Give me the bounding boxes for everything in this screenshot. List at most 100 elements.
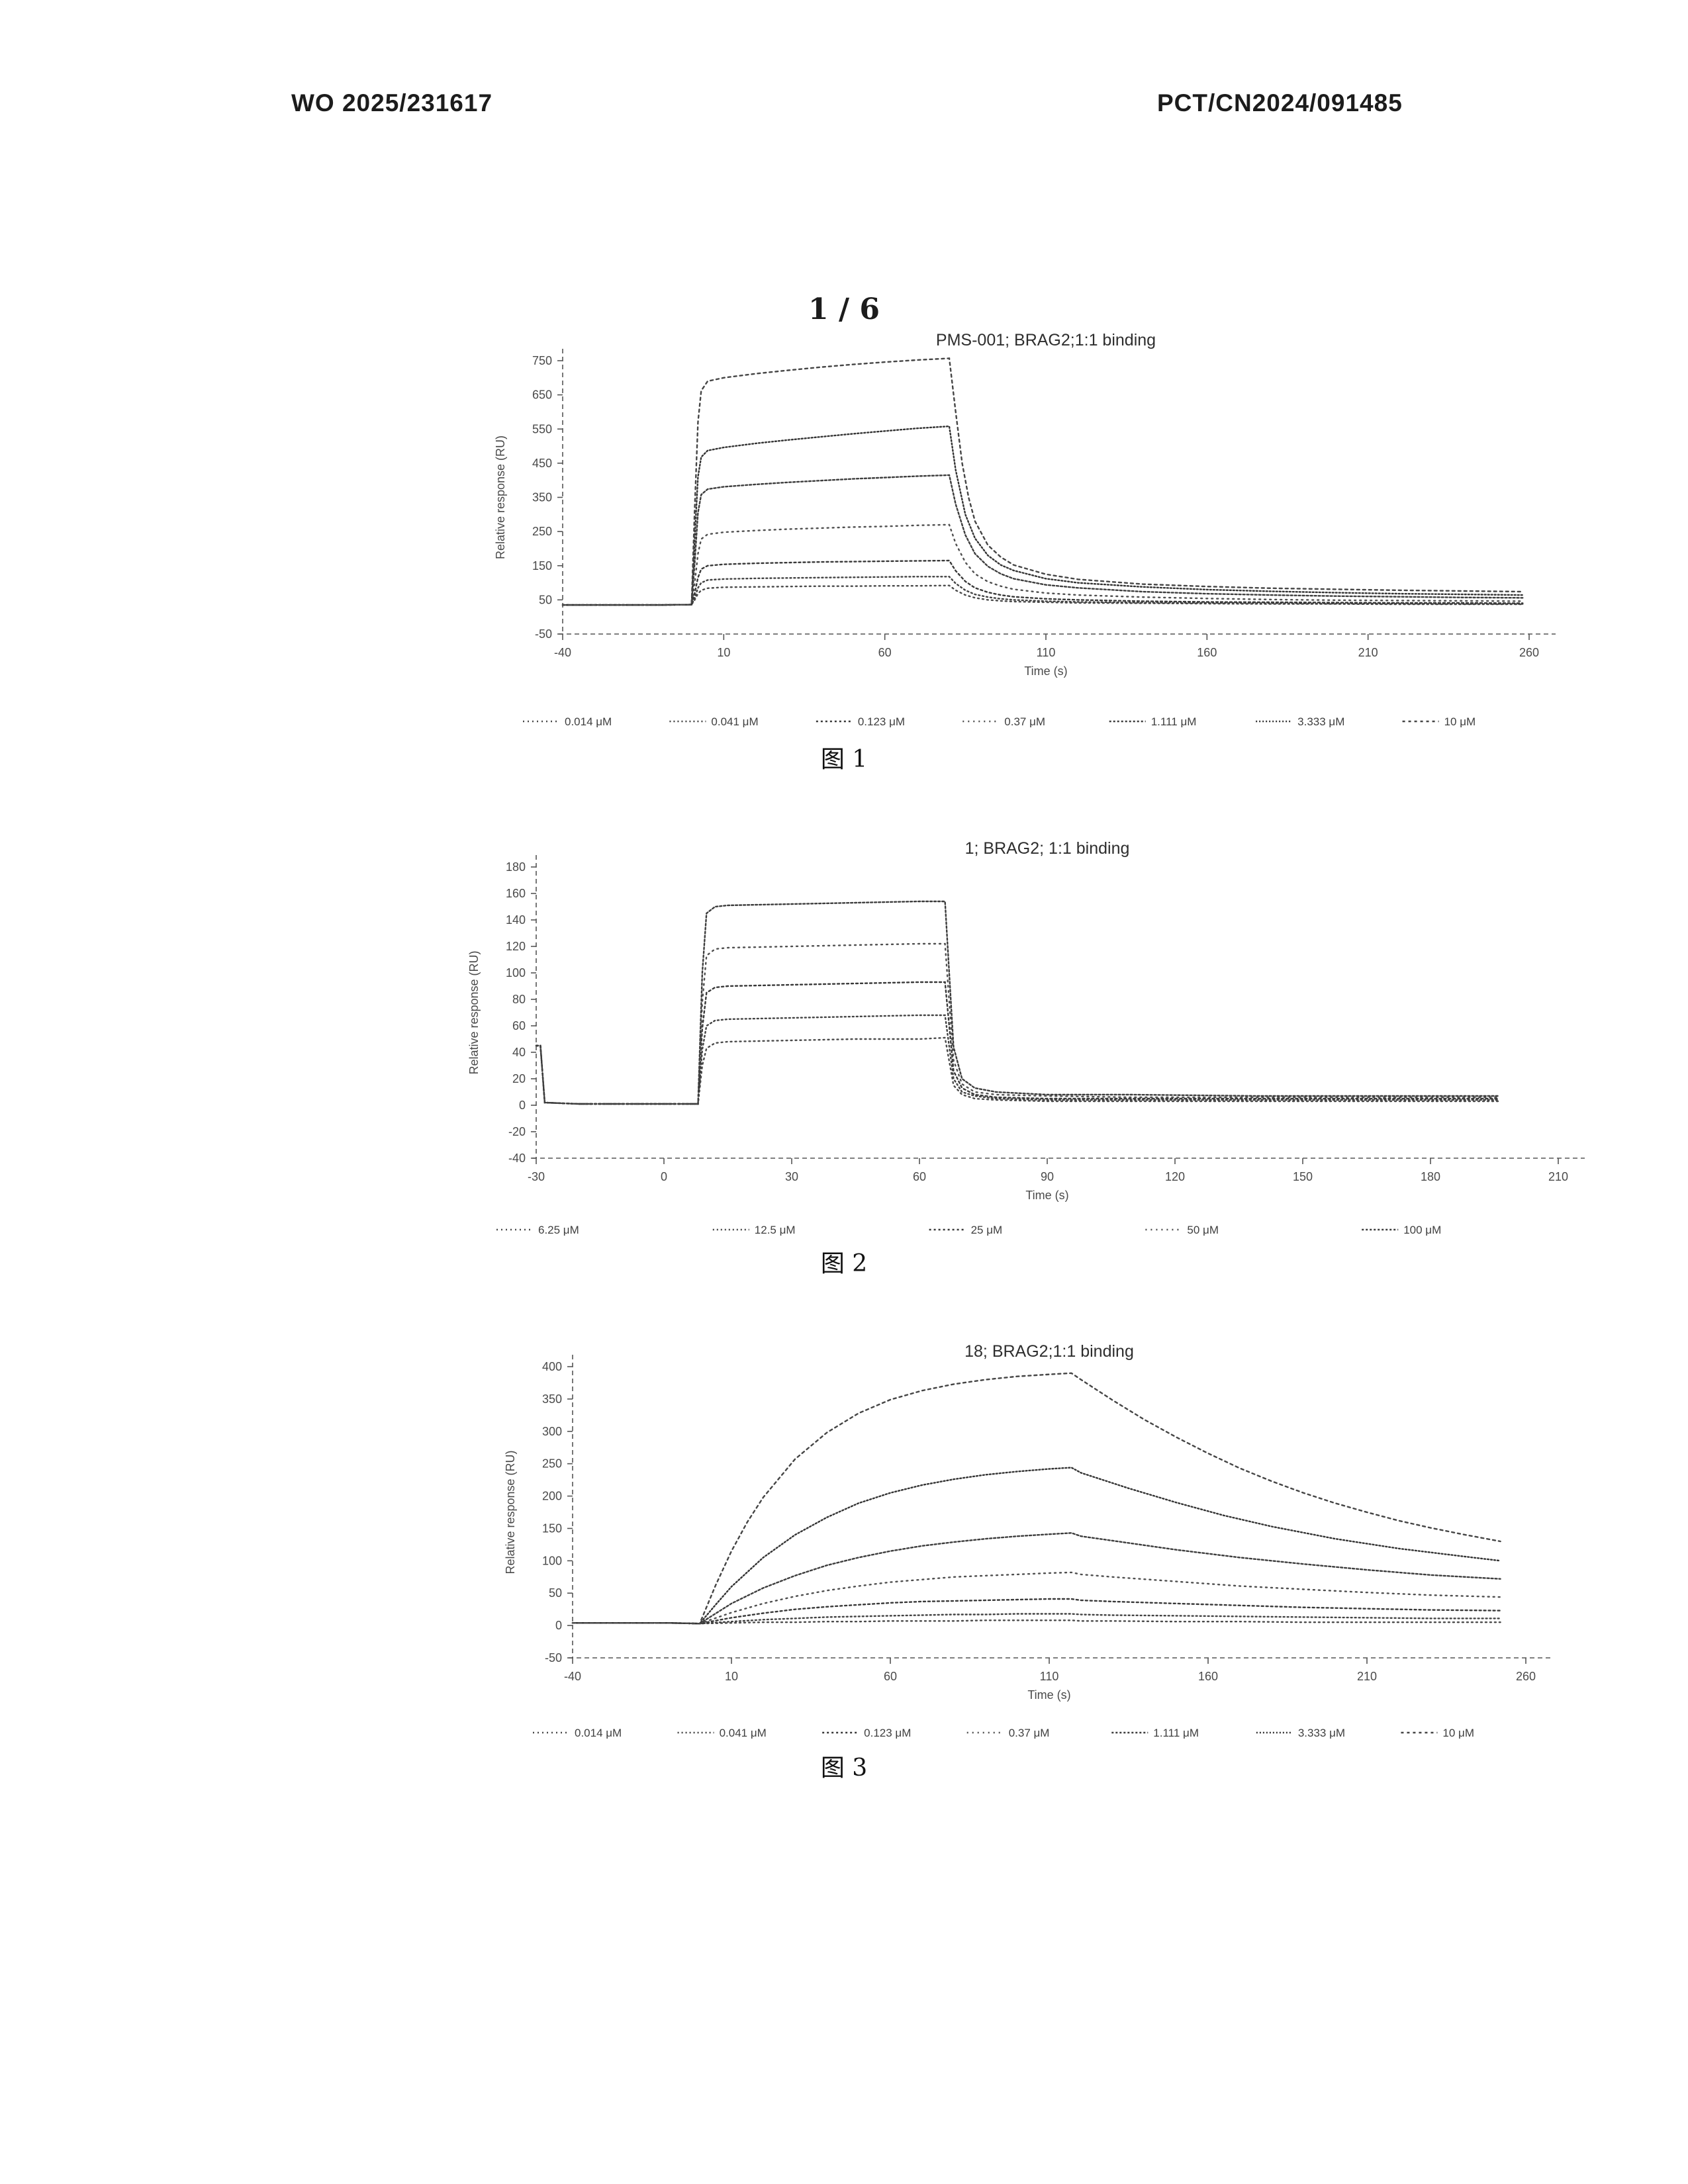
x-axis-ticks: -40 10 60 110 160 210 260	[564, 1658, 1536, 1683]
series-line-6.25μM	[535, 1036, 1500, 1105]
legend-item-label: 12.5 μM	[755, 1224, 796, 1236]
series-line-0.014μM	[561, 584, 1524, 606]
series-line-50μM	[535, 942, 1500, 1105]
y-tick-label: 400	[542, 1360, 562, 1373]
y-tick-label: -50	[535, 627, 552, 641]
x-tick-label: 110	[1040, 1670, 1059, 1683]
series-line-0.37μM	[561, 523, 1524, 606]
y-tick-label: 0	[519, 1099, 526, 1112]
y-axis-ticks: 750 650 550 450 350 250 150 50 -50	[532, 354, 563, 641]
x-tick-label: 180	[1421, 1170, 1440, 1183]
y-tick-label: 80	[512, 993, 526, 1006]
y-tick-label: 50	[549, 1586, 562, 1600]
y-axis-label: Relative response (RU)	[467, 950, 481, 1074]
x-tick-label: 120	[1165, 1170, 1185, 1183]
legend-item-label: 1.111 μM	[1151, 715, 1197, 728]
chart-title: 18; BRAG2;1:1 binding	[964, 1342, 1134, 1361]
sheet-number: 1 / 6	[808, 293, 880, 326]
series-line-10μM	[571, 1372, 1501, 1625]
x-tick-label: 260	[1516, 1670, 1536, 1683]
x-tick-label: 260	[1519, 646, 1539, 659]
y-tick-label: 180	[506, 860, 526, 874]
legend-item-label: 0.041 μM	[711, 715, 758, 728]
y-tick-label: 350	[542, 1392, 562, 1406]
x-tick-label: 160	[1198, 1670, 1218, 1683]
x-tick-label: 110	[1037, 646, 1056, 659]
series-line-0.123μM	[561, 559, 1524, 606]
series-lines	[561, 357, 1524, 606]
x-tick-label: 60	[913, 1170, 926, 1183]
legend-item-label: 0.123 μM	[864, 1727, 911, 1739]
y-tick-label: 650	[532, 388, 552, 402]
y-tick-label: 100	[542, 1554, 562, 1567]
y-tick-label: 40	[512, 1046, 526, 1059]
legend-item-label: 10 μM	[1442, 1727, 1474, 1739]
chart-axes	[569, 1355, 1552, 1659]
figure-1-caption: 图 1	[820, 746, 868, 773]
series-line-0.014μM	[571, 1619, 1501, 1625]
chart-legend: 0.014 μM 0.041 μM 0.123 μM 0.37 μM 1.111 μM 3…	[523, 715, 1476, 728]
series-lines	[571, 1372, 1501, 1625]
x-tick-label: 210	[1548, 1170, 1568, 1183]
x-tick-label: 0	[661, 1170, 667, 1183]
y-tick-label: 160	[506, 887, 526, 900]
figure-1-sensorgram-chart: 750 650 550 450 350 250 150 50 -50-40 10 60 110 160 2…	[494, 331, 1556, 728]
x-tick-label: -40	[564, 1670, 581, 1683]
application-number: PCT/CN2024/091485	[1157, 89, 1403, 116]
figure-2-sensorgram-chart: 180 160 140 120 100 80 60 40 20 0 -20 -40-30 0 30 60 90…	[467, 839, 1585, 1236]
y-tick-label: 50	[539, 593, 552, 606]
y-tick-label: 350	[532, 491, 552, 504]
series-lines	[535, 900, 1500, 1105]
legend-item-label: 25 μM	[971, 1224, 1003, 1236]
series-line-1.111μM	[561, 474, 1524, 606]
y-tick-label: 250	[532, 525, 552, 538]
y-axis-ticks: 180 160 140 120 100 80 60 40 20 0 -20 -40	[506, 860, 536, 1165]
y-tick-label: 300	[542, 1425, 562, 1438]
y-tick-label: 250	[542, 1457, 562, 1471]
x-tick-label: 210	[1358, 646, 1378, 659]
series-line-0.041μM	[561, 576, 1524, 606]
x-tick-label: -40	[554, 646, 571, 659]
series-line-0.37μM	[571, 1571, 1501, 1625]
y-tick-label: 750	[532, 354, 552, 367]
x-tick-label: 60	[884, 1670, 897, 1683]
series-line-3.333μM	[561, 425, 1524, 606]
y-tick-label: 150	[532, 559, 552, 572]
legend-item-label: 0.041 μM	[720, 1727, 767, 1739]
y-tick-label: 200	[542, 1490, 562, 1503]
x-tick-label: 60	[878, 646, 892, 659]
legend-item-label: 3.333 μM	[1298, 1727, 1345, 1739]
y-tick-label: 60	[512, 1019, 526, 1032]
y-tick-label: 450	[532, 457, 552, 470]
y-tick-label: -20	[508, 1125, 526, 1138]
y-axis-label: Relative response (RU)	[494, 435, 507, 559]
series-line-12.5μM	[535, 1014, 1500, 1105]
series-line-10μM	[561, 357, 1524, 606]
publication-number: WO 2025/231617	[291, 89, 493, 116]
y-tick-label: -40	[508, 1152, 526, 1165]
chart-title: 1; BRAG2; 1:1 binding	[965, 839, 1130, 858]
legend-item-label: 0.014 μM	[575, 1727, 622, 1739]
y-axis-label: Relative response (RU)	[504, 1450, 517, 1574]
series-line-3.333μM	[571, 1467, 1501, 1625]
x-axis-ticks: -30 0 30 60 90 120 150 180 210	[528, 1158, 1568, 1183]
x-tick-label: 90	[1041, 1170, 1054, 1183]
series-line-25μM	[535, 981, 1500, 1105]
legend-item-label: 0.37 μM	[1004, 715, 1045, 728]
x-tick-label: 150	[1293, 1170, 1313, 1183]
x-tick-label: 160	[1197, 646, 1217, 659]
x-tick-label: 10	[725, 1670, 738, 1683]
x-tick-label: 30	[785, 1170, 798, 1183]
chart-axes	[532, 855, 1585, 1159]
chart-legend: 6.25 μM 12.5 μM 25 μM 50 μM 100 μM	[496, 1224, 1441, 1236]
y-tick-label: 550	[532, 422, 552, 435]
figure-3-caption: 图 3	[820, 1754, 868, 1782]
series-line-0.123μM	[571, 1598, 1501, 1625]
legend-item-label: 100 μM	[1403, 1224, 1441, 1236]
y-tick-label: -50	[545, 1651, 562, 1664]
y-tick-label: 140	[506, 913, 526, 927]
x-axis-ticks: -40 10 60 110 160 210 260	[554, 634, 1539, 659]
y-tick-label: 120	[506, 940, 526, 953]
y-tick-label: 20	[512, 1072, 526, 1085]
